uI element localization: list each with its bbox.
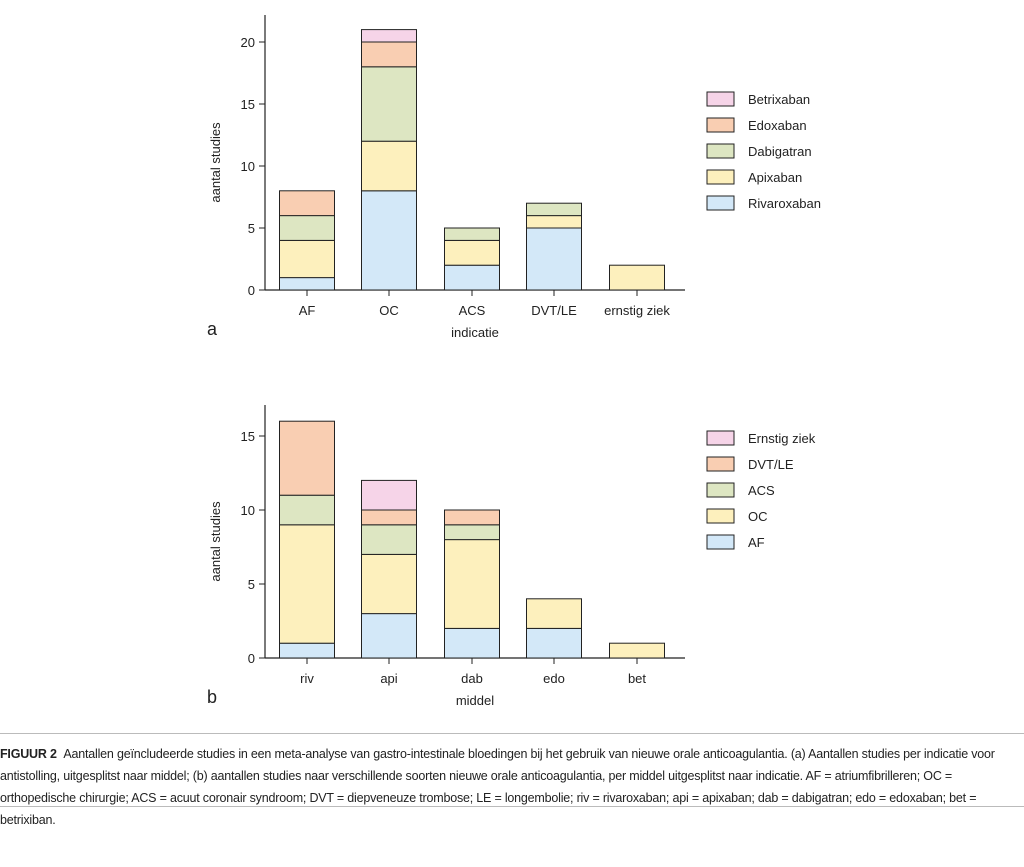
x-axis-label: indicatie: [451, 325, 499, 340]
x-axis-label: middel: [456, 693, 494, 708]
y-axis-label: aantal studies: [208, 501, 223, 582]
y-tick-label: 5: [248, 577, 255, 592]
bar-segment-rivaroxaban: [361, 190, 417, 291]
legend-label: Ernstig ziek: [748, 431, 816, 446]
legend-swatch: [706, 508, 735, 524]
x-tick-label: bet: [628, 671, 646, 686]
bar-segment-apixaban: [444, 239, 500, 266]
bar-segment-rivaroxaban: [279, 277, 335, 291]
bar-segment-dvt-le: [361, 509, 417, 526]
bar-segment-edoxaban: [279, 190, 335, 217]
bar-segment-af: [279, 642, 335, 659]
bar-segment-apixaban: [361, 140, 417, 192]
bar-segment-acs: [361, 524, 417, 555]
legend-label: Edoxaban: [748, 118, 807, 133]
bar-segment-apixaban: [279, 239, 335, 279]
y-tick-label: 0: [248, 283, 255, 298]
x-tick-label: ernstig ziek: [604, 303, 670, 318]
legend-swatch: [706, 195, 735, 211]
legend-label: Betrixaban: [748, 92, 810, 107]
bar-segment-betrixaban: [361, 29, 417, 43]
bar-segment-oc: [609, 642, 665, 659]
bar-segment-dabigatran: [361, 66, 417, 142]
bar-segment-oc: [444, 539, 500, 629]
x-tick-label: api: [380, 671, 397, 686]
bar-segment-oc: [526, 598, 582, 629]
bar-segment-dabigatran: [279, 215, 335, 241]
x-tick-label: edo: [543, 671, 565, 686]
y-tick-label: 20: [241, 35, 255, 50]
legend-swatch: [706, 430, 735, 446]
figure-caption: FIGUUR 2 Aantallen geïncludeerde studies…: [0, 733, 1024, 827]
legend-label: Dabigatran: [748, 144, 812, 159]
bar-segment-dvt-le: [444, 509, 500, 526]
x-tick-label: DVT/LE: [531, 303, 577, 318]
y-tick-label: 15: [241, 429, 255, 444]
y-tick-label: 5: [248, 221, 255, 236]
bar-segment-acs: [444, 524, 500, 541]
bar-segment-rivaroxaban: [444, 264, 500, 291]
x-tick-label: AF: [299, 303, 316, 318]
y-axis-label: aantal studies: [208, 122, 223, 203]
bar-segment-apixaban: [526, 215, 582, 229]
x-tick-label: ACS: [459, 303, 486, 318]
legend-label: Apixaban: [748, 170, 802, 185]
legend-swatch: [706, 143, 735, 159]
legend-swatch: [706, 117, 735, 133]
y-tick-label: 10: [241, 503, 255, 518]
figure: 0 5 10 15 20 AF OC ACS DVT/LE ernstig ziek indicat…: [207, 15, 821, 708]
legend-label: OC: [748, 509, 768, 524]
bar-segment-apixaban: [609, 264, 665, 291]
bar-segment-af: [526, 627, 582, 659]
x-tick-label: riv: [300, 671, 314, 686]
panel-label: a: [207, 319, 218, 339]
legend-swatch: [706, 169, 735, 185]
legend-label: ACS: [748, 483, 775, 498]
y-tick-label: 15: [241, 97, 255, 112]
x-tick-label: dab: [461, 671, 483, 686]
legend-label: DVT/LE: [748, 457, 794, 472]
bar-segment-af: [444, 627, 500, 659]
bar-segment-oc: [361, 553, 417, 615]
bar-segment-rivaroxaban: [526, 227, 582, 291]
bar-segment-acs: [279, 494, 335, 526]
legend-swatch: [706, 482, 735, 498]
bar-segment-ernstig-ziek: [361, 479, 417, 511]
legend-label: Rivaroxaban: [748, 196, 821, 211]
bar-segment-dabigatran: [526, 202, 582, 217]
panel-label: b: [207, 687, 217, 707]
bar-segment-dvt-le: [279, 420, 335, 496]
caption-label: FIGUUR 2: [0, 747, 57, 761]
bar-segment-edoxaban: [361, 41, 417, 68]
caption-text: Aantallen geïncludeerde studies in een m…: [0, 747, 995, 827]
legend-label: AF: [748, 535, 765, 550]
legend-swatch: [706, 534, 735, 550]
y-tick-label: 0: [248, 651, 255, 666]
legend-swatch: [706, 91, 735, 107]
legend-swatch: [706, 456, 735, 472]
bar-segment-af: [361, 613, 417, 659]
bar-segment-oc: [279, 524, 335, 644]
y-tick-label: 10: [241, 159, 255, 174]
bar-segment-dabigatran: [444, 227, 500, 241]
x-tick-label: OC: [379, 303, 399, 318]
